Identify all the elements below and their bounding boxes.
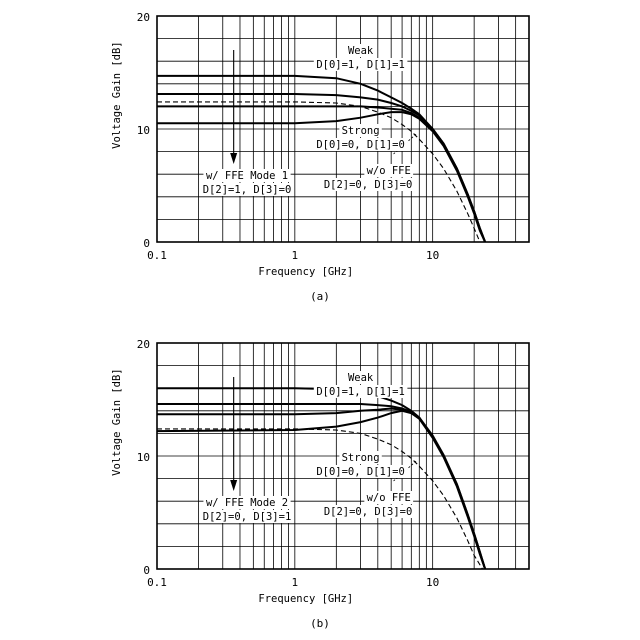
y-tick-label: 10: [137, 451, 150, 464]
y-tick-label: 0: [143, 564, 150, 577]
y-axis-label: Voltage Gain [dB]: [111, 41, 123, 148]
figure: 0.111001020Frequency [GHz]Voltage Gain […: [0, 0, 640, 640]
series-line-ffe-2: [157, 94, 485, 242]
panel-caption: (a): [310, 290, 330, 303]
x-axis-label: Frequency [GHz]: [258, 266, 353, 278]
y-tick-label: 0: [143, 237, 150, 250]
x-tick-label: 1: [292, 576, 299, 589]
x-axis-label: Frequency [GHz]: [258, 593, 353, 605]
x-tick-label: 0.1: [147, 576, 167, 589]
annotation-ffe-mode-setting: D[2]=1, D[3]=0: [203, 184, 292, 196]
annotation-without-ffe: w/o FFE: [367, 165, 411, 177]
series-line-ffe-3: [157, 409, 485, 570]
y-tick-label: 20: [137, 11, 150, 24]
x-tick-label: 1: [292, 249, 299, 262]
annotation-weak-setting: D[0]=1, D[1]=1: [316, 386, 405, 398]
annotation-without-ffe: w/o FFE: [367, 492, 411, 504]
annotation-strong: Strong: [342, 125, 380, 137]
arrow-head-icon: [230, 480, 237, 491]
panel-caption: (b): [310, 617, 330, 630]
y-tick-label: 20: [137, 338, 150, 351]
annotation-strong: Strong: [342, 452, 380, 464]
annotation-without-ffe-setting: D[2]=0, D[3]=0: [324, 506, 413, 518]
chart-panel-a: 0.1 1 10 0 10 20 Frequency [GHz] Voltage Gain […: [111, 11, 529, 303]
y-axis-label: Voltage Gain [dB]: [111, 368, 123, 475]
x-tick-label: 10: [426, 576, 439, 589]
annotation-weak: Weak: [348, 372, 374, 384]
series-line-ffe-4: [157, 411, 485, 569]
x-tick-label: 0.1: [147, 249, 167, 262]
annotation-strong-setting: D[0]=0, D[1]=0: [316, 466, 405, 478]
annotation-strong-setting: D[0]=0, D[1]=0: [316, 139, 405, 151]
arrow-head-icon: [230, 153, 237, 164]
annotation-weak: Weak: [348, 45, 374, 57]
y-tick-label: 10: [137, 124, 150, 137]
annotation-ffe-mode-setting: D[2]=0, D[3]=1: [203, 511, 292, 523]
chart-panel-b: 0.1 1 10 0 10 20 Frequency [GHz] Voltage Gain […: [111, 338, 529, 630]
annotation-ffe-mode: w/ FFE Mode 2: [206, 497, 288, 509]
x-tick-label: 10: [426, 249, 439, 262]
annotation-weak-setting: D[0]=1, D[1]=1: [316, 59, 405, 71]
annotation-ffe-mode: w/ FFE Mode 1: [206, 170, 288, 182]
annotation-without-ffe-setting: D[2]=0, D[3]=0: [324, 179, 413, 191]
